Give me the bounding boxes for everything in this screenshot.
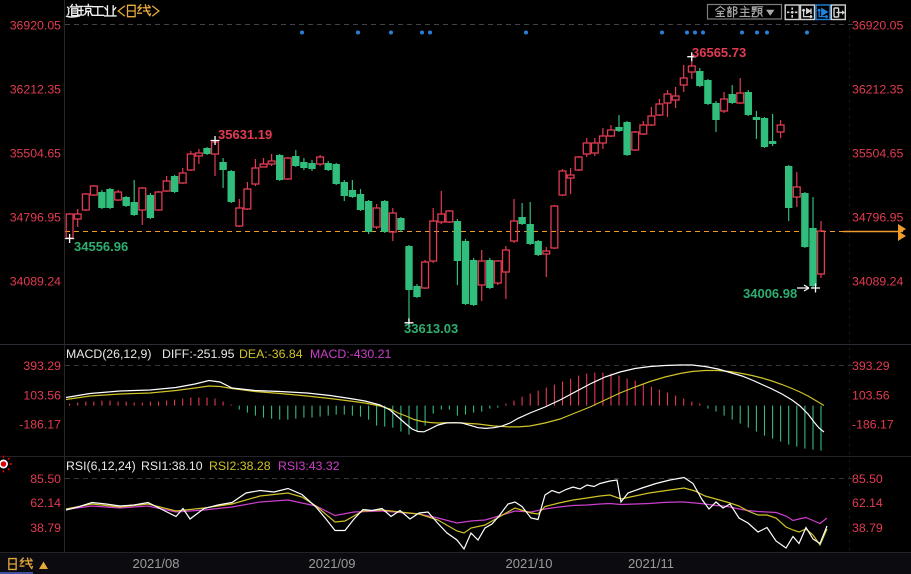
svg-text:35631.19: 35631.19 <box>218 127 272 142</box>
svg-text:RSI2:38.28: RSI2:38.28 <box>209 459 271 473</box>
svg-text:RSI1:38.10: RSI1:38.10 <box>141 459 203 473</box>
svg-text:34006.98: 34006.98 <box>743 286 797 301</box>
svg-text:35504.65: 35504.65 <box>852 147 903 161</box>
svg-text:36212.35: 36212.35 <box>10 83 61 97</box>
svg-text:103.56: 103.56 <box>23 388 61 402</box>
svg-text:MACD(26,12,9): MACD(26,12,9) <box>66 347 151 361</box>
svg-text:62.14: 62.14 <box>852 496 883 510</box>
svg-text:38.79: 38.79 <box>852 521 883 535</box>
svg-text:103.56: 103.56 <box>852 388 890 402</box>
svg-text:-186.17: -186.17 <box>19 418 61 432</box>
svg-text:2021/08: 2021/08 <box>133 556 180 571</box>
svg-text:36212.35: 36212.35 <box>852 83 903 97</box>
svg-text:35504.65: 35504.65 <box>10 147 61 161</box>
svg-text:36565.73: 36565.73 <box>692 45 746 60</box>
svg-text:2021/09: 2021/09 <box>309 556 356 571</box>
svg-text:393.29: 393.29 <box>23 359 61 373</box>
svg-text:34089.24: 34089.24 <box>852 275 903 289</box>
svg-text:85.50: 85.50 <box>852 472 883 486</box>
svg-text:-186.17: -186.17 <box>852 418 894 432</box>
svg-text:34796.95: 34796.95 <box>10 211 61 225</box>
svg-text:2021/10: 2021/10 <box>506 556 553 571</box>
svg-text:DIFF:-251.95: DIFF:-251.95 <box>162 347 235 361</box>
svg-text:DEA:-36.84: DEA:-36.84 <box>239 347 303 361</box>
svg-text:393.29: 393.29 <box>852 359 890 373</box>
svg-text:34796.95: 34796.95 <box>852 211 903 225</box>
svg-text:2021/11: 2021/11 <box>628 556 674 571</box>
svg-text:36920.05: 36920.05 <box>852 19 903 33</box>
svg-text:85.50: 85.50 <box>30 472 61 486</box>
svg-text:RSI(6,12,24): RSI(6,12,24) <box>66 459 136 473</box>
svg-text:MACD:-430.21: MACD:-430.21 <box>310 347 391 361</box>
svg-text:34089.24: 34089.24 <box>10 275 61 289</box>
svg-text:62.14: 62.14 <box>30 496 61 510</box>
svg-text:RSI3:43.32: RSI3:43.32 <box>278 459 340 473</box>
svg-text:36920.05: 36920.05 <box>10 19 61 33</box>
svg-text:33613.03: 33613.03 <box>404 321 458 336</box>
svg-text:34556.96: 34556.96 <box>74 239 128 254</box>
svg-text:38.79: 38.79 <box>30 521 61 535</box>
